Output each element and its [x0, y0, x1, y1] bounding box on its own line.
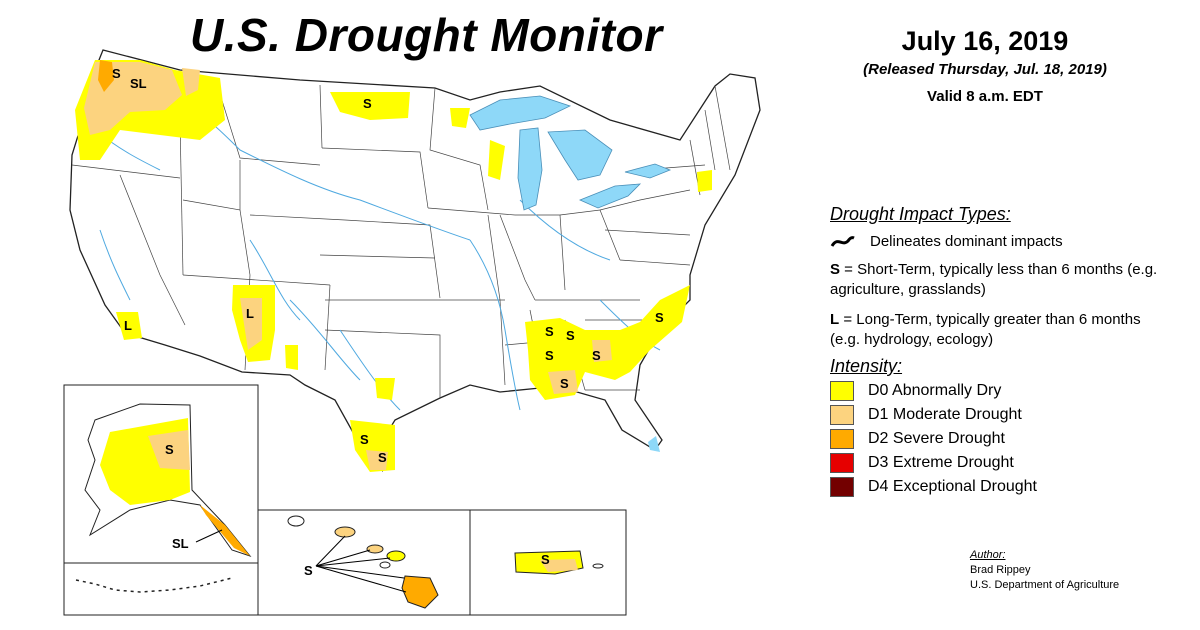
- label-se5: S: [560, 376, 569, 391]
- label-hi: S: [304, 563, 313, 578]
- author-label: Author:: [970, 549, 1006, 561]
- d0-wi: [488, 140, 505, 180]
- d1-nm: [240, 298, 262, 350]
- legend-label: D0 Abnormally Dry: [868, 382, 1002, 399]
- d0-mt: [330, 92, 410, 120]
- drought-areas: [75, 60, 712, 472]
- release-date: (Released Thursday, Jul. 18, 2019): [863, 61, 1107, 78]
- label-wa-s: S: [112, 66, 121, 81]
- legend-item: D4 Exceptional Drought: [830, 477, 1170, 497]
- d0-ca: [116, 312, 142, 340]
- hawaii-islands: [287, 515, 439, 609]
- d1-se: [548, 370, 578, 394]
- great-lakes: [469, 95, 672, 211]
- intensity-title: Intensity:: [830, 356, 903, 376]
- short-term-note: S = Short-Term, typically less than 6 mo…: [830, 260, 1170, 300]
- hawaii-inset-frame: [257, 509, 471, 616]
- legend-swatch: [830, 429, 854, 449]
- author-block: Author: Brad Rippey U.S. Department of A…: [970, 548, 1119, 593]
- label-pr: S: [541, 552, 550, 567]
- hawaii-pointers: [315, 535, 407, 593]
- short-term-letter: S: [830, 261, 841, 278]
- delineates-text: Delineates dominant impacts: [870, 233, 1063, 250]
- aleutian-islands: [75, 577, 233, 593]
- label-se3: S: [545, 348, 554, 363]
- alaska-pointer: [195, 529, 223, 543]
- legend-label: D4 Exceptional Drought: [868, 478, 1037, 495]
- pr-d1: [540, 559, 578, 572]
- map-labels: S SL S L L S S S S S S S S: [112, 66, 664, 465]
- legend-item: D1 Moderate Drought: [830, 405, 1170, 425]
- label-mt: S: [363, 96, 372, 111]
- alaska-d2: [200, 505, 250, 556]
- impact-types-title: Drought Impact Types:: [830, 204, 1011, 224]
- alaska-d1: [148, 430, 190, 470]
- legend-label: D1 Moderate Drought: [868, 406, 1022, 423]
- d0-mn: [450, 108, 470, 128]
- author-name: Brad Rippey: [970, 564, 1031, 576]
- legend-swatch: [830, 405, 854, 425]
- d1-ga: [592, 340, 612, 362]
- label-ak1: S: [165, 442, 174, 457]
- d0-tx-w: [375, 378, 395, 400]
- legend: Drought Impact Types: Delineates dominan…: [830, 204, 1170, 497]
- long-term-note: L = Long-Term, typically greater than 6 …: [830, 310, 1170, 350]
- d1-tx-s: [366, 450, 388, 470]
- legend-item: D0 Abnormally Dry: [830, 381, 1170, 401]
- legend-label: D3 Extreme Drought: [868, 454, 1014, 471]
- label-se1: S: [545, 324, 554, 339]
- aleutian-inset-frame: [63, 562, 259, 616]
- legend-swatch: [830, 453, 854, 473]
- label-nc: S: [655, 310, 664, 325]
- gulf-bay: [648, 436, 660, 452]
- d1-id: [182, 68, 200, 96]
- label-ca: L: [124, 318, 132, 333]
- label-tx1: S: [360, 432, 369, 447]
- long-term-text: = Long-Term, typically greater than 6 mo…: [830, 311, 1141, 348]
- delineates-row: Delineates dominant impacts: [830, 233, 1170, 250]
- long-term-letter: L: [830, 311, 840, 328]
- label-se4: S: [592, 348, 601, 363]
- squiggle-icon: [830, 235, 855, 247]
- pr-vieques: [592, 563, 604, 569]
- legend-swatch: [830, 381, 854, 401]
- legend-swatch: [830, 477, 854, 497]
- label-nm: L: [246, 306, 254, 321]
- d0-nm2: [285, 345, 298, 370]
- valid-time: Valid 8 a.m. EDT: [927, 88, 1043, 105]
- author-org: U.S. Department of Agriculture: [970, 579, 1120, 591]
- legend-item: D3 Extreme Drought: [830, 453, 1170, 473]
- legend-label: D2 Severe Drought: [868, 430, 1005, 447]
- label-ak2: SL: [172, 536, 189, 551]
- d2-wa: [98, 60, 114, 92]
- intensity-list: D0 Abnormally Dry D1 Moderate Drought D2…: [830, 381, 1170, 497]
- map-title: U.S. Drought Monitor: [190, 9, 663, 61]
- label-tx2: S: [378, 450, 387, 465]
- legend-item: D2 Severe Drought: [830, 429, 1170, 449]
- map-date: July 16, 2019: [901, 26, 1069, 56]
- label-se2: S: [566, 328, 575, 343]
- short-term-text: = Short-Term, typically less than 6 mont…: [830, 261, 1158, 298]
- label-wa: SL: [130, 76, 147, 91]
- d0-ct: [697, 170, 712, 192]
